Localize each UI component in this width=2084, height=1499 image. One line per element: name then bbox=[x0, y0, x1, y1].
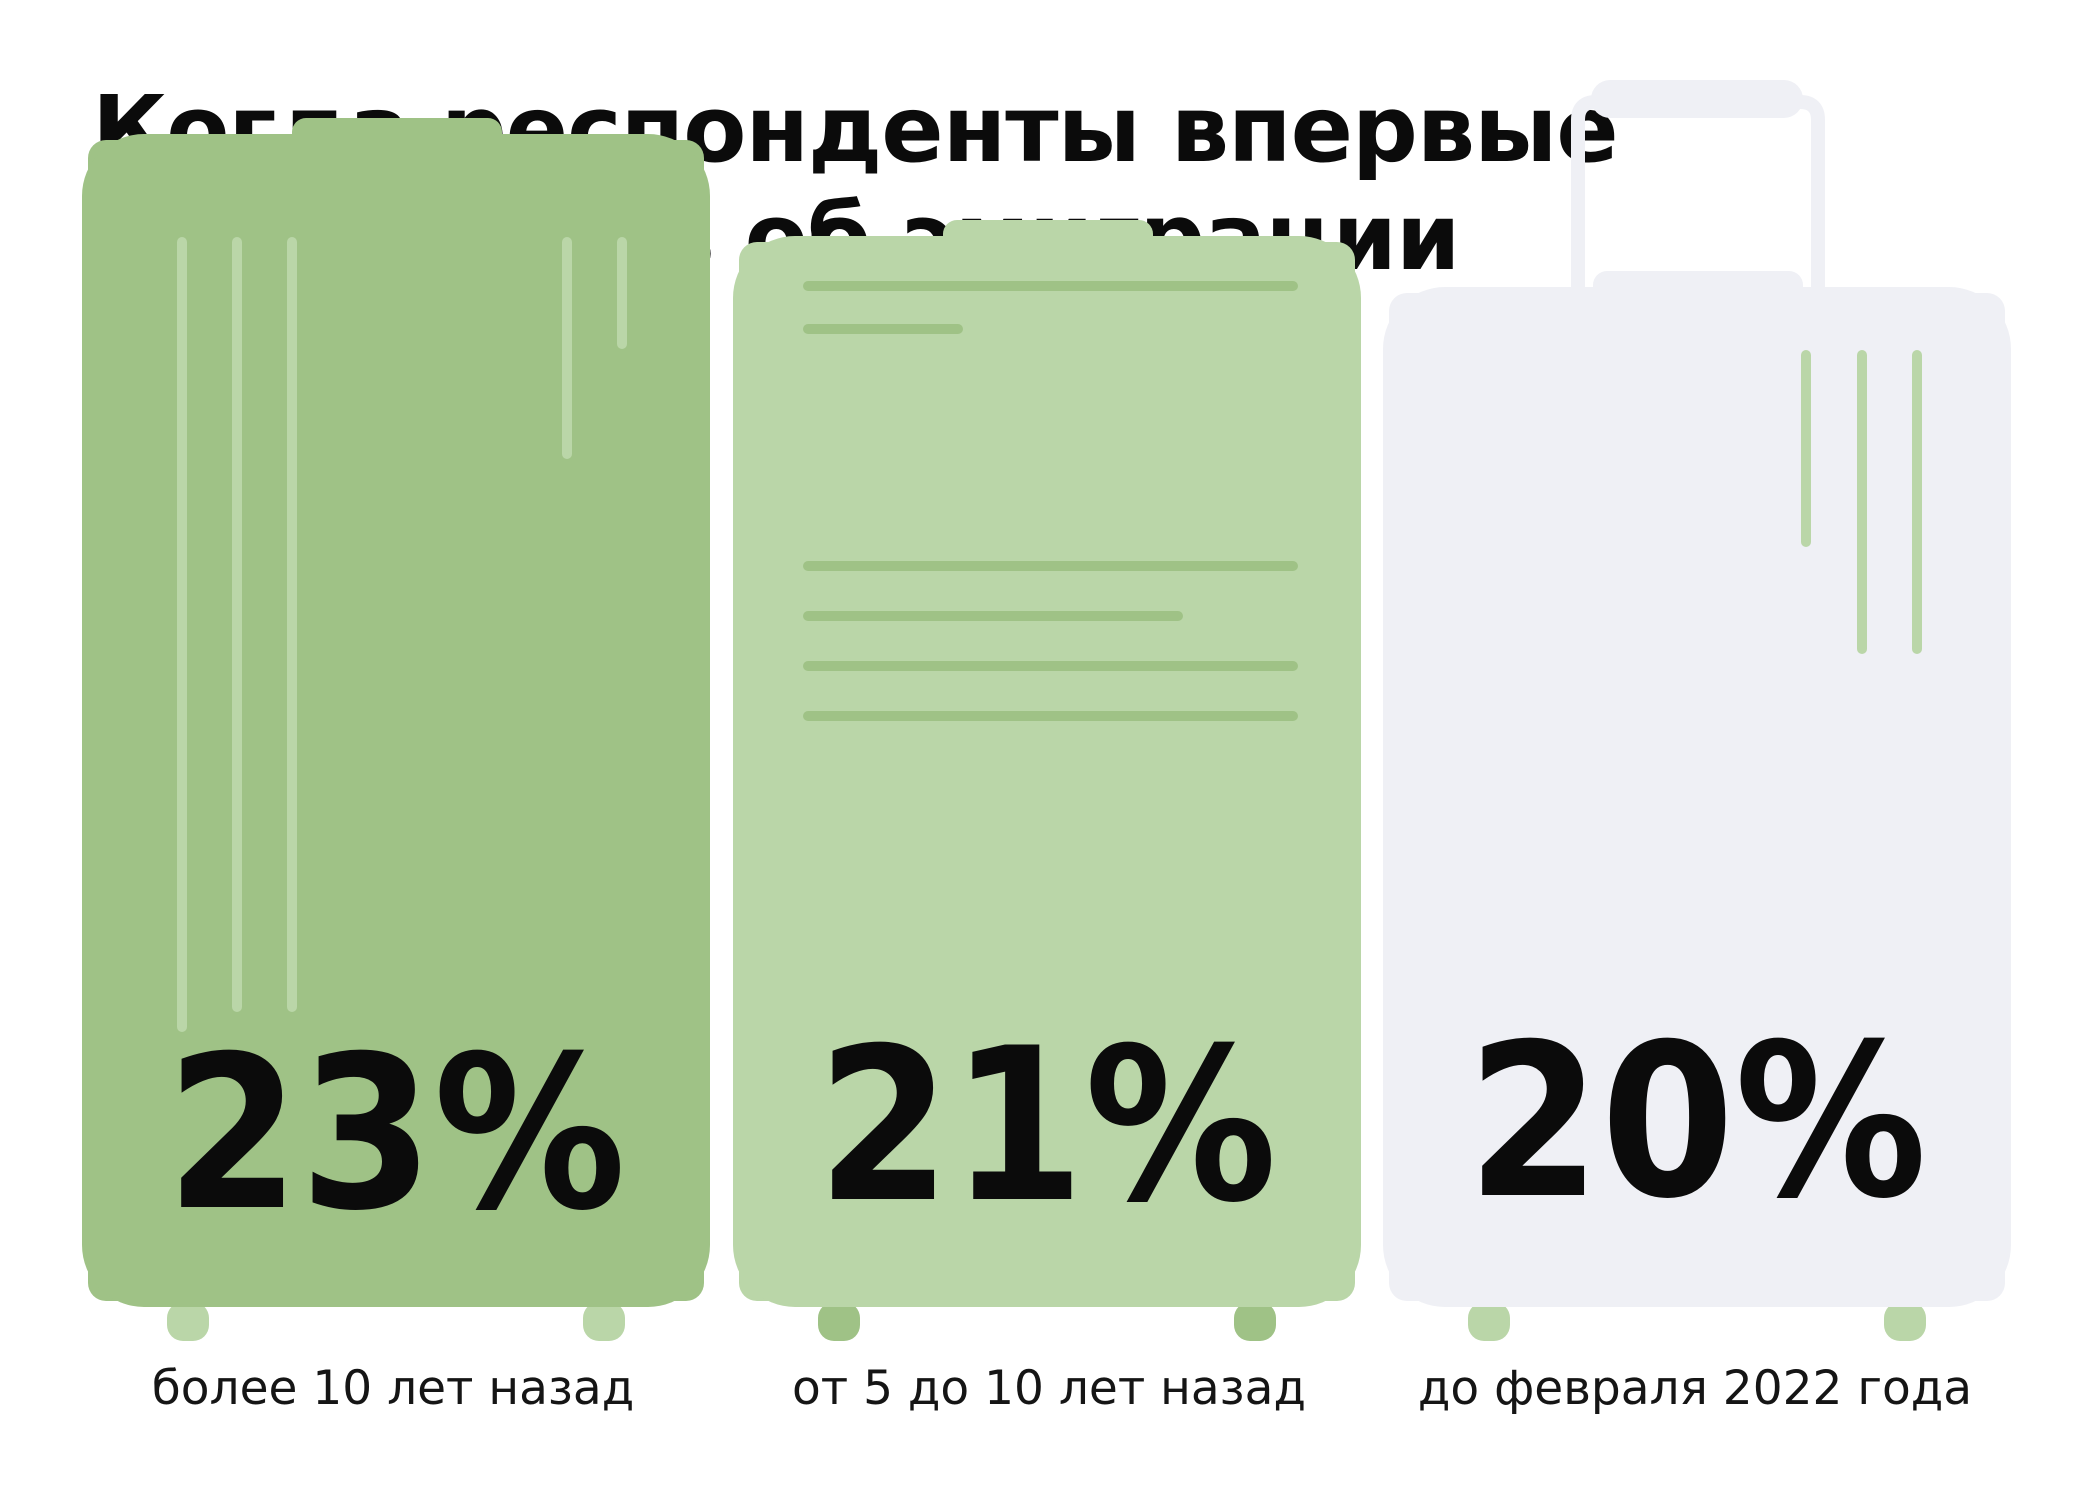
suitcase-wheel-2 bbox=[1234, 1302, 1276, 1341]
data-label-1: 23% bbox=[166, 1010, 626, 1257]
suitcase-bar-3: 20% bbox=[1383, 80, 2011, 1341]
suitcase-wheel-1 bbox=[167, 1302, 209, 1341]
suitcase-wheel-2 bbox=[583, 1302, 625, 1341]
suitcase-wheel-2 bbox=[1884, 1302, 1926, 1341]
suitcase-body-core bbox=[795, 236, 1299, 1307]
data-label-2: 21% bbox=[817, 1002, 1277, 1249]
suitcase-wheel-1 bbox=[818, 1302, 860, 1341]
suitcase-handle bbox=[1571, 95, 1825, 297]
suitcase-wheel-1 bbox=[1468, 1302, 1510, 1341]
suitcase-bar-2: 21% bbox=[733, 220, 1361, 1341]
data-label-3: 20% bbox=[1467, 998, 1927, 1245]
category-label-1: более 10 лет назад bbox=[152, 1361, 634, 1416]
category-label-3: до февраля 2022 года bbox=[1418, 1361, 1972, 1416]
suitcase-bar-1: 23% bbox=[82, 118, 710, 1341]
category-label-2: от 5 до 10 лет назад bbox=[792, 1361, 1306, 1416]
suitcase-handle-grip bbox=[1591, 80, 1803, 118]
